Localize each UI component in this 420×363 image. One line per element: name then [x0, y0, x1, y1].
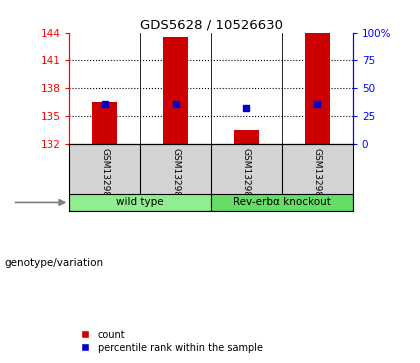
- Bar: [163, 37, 188, 144]
- Text: GSM1329814: GSM1329814: [313, 148, 322, 208]
- Text: wild type: wild type: [116, 197, 164, 208]
- Text: GSM1329811: GSM1329811: [100, 148, 109, 208]
- Title: GDS5628 / 10526630: GDS5628 / 10526630: [139, 19, 283, 32]
- Bar: [69, 194, 211, 211]
- Text: Rev-erbα knockout: Rev-erbα knockout: [233, 197, 331, 208]
- Bar: [305, 33, 330, 144]
- Bar: [211, 194, 353, 211]
- Text: genotype/variation: genotype/variation: [4, 258, 103, 268]
- Text: GSM1329812: GSM1329812: [171, 148, 180, 208]
- Legend: count, percentile rank within the sample: count, percentile rank within the sample: [79, 328, 265, 355]
- Bar: [234, 130, 259, 144]
- Bar: [92, 102, 117, 144]
- Text: GSM1329813: GSM1329813: [242, 148, 251, 208]
